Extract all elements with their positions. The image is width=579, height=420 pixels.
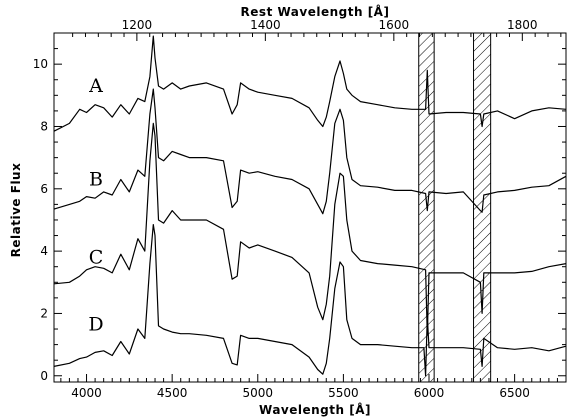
plot-frame xyxy=(53,32,567,383)
spectrum-label-b: B xyxy=(89,169,103,191)
spectrum-label-c: C xyxy=(89,247,104,269)
y-tick-label: 6 xyxy=(40,182,48,196)
x-tick-label: 6500 xyxy=(499,386,530,400)
x-tick-label: 6000 xyxy=(414,386,445,400)
y-tick-label: 0 xyxy=(40,369,48,383)
rest-tick-label: 1200 xyxy=(122,18,153,32)
spectrum-label-a: A xyxy=(88,75,103,97)
y-tick-label: 10 xyxy=(33,57,48,71)
x-tick-label: 4000 xyxy=(71,386,102,400)
rest-tick-label: 1400 xyxy=(250,18,281,32)
rest-axis-title: Rest Wavelength [Å] xyxy=(241,4,390,19)
rest-tick-label: 1800 xyxy=(507,18,538,32)
y-tick-label: 2 xyxy=(40,306,48,320)
spectrum-line-c xyxy=(53,122,567,336)
rest-tick-label: 1600 xyxy=(379,18,410,32)
spectrum-line-a xyxy=(53,35,567,132)
axis-ticks xyxy=(54,32,567,382)
spectrum-line-b xyxy=(53,88,567,215)
spectrum-labels: A B C D xyxy=(88,75,103,335)
y-tick-label: 4 xyxy=(40,244,48,258)
hatched-regions xyxy=(418,32,492,383)
spectrum-line-d xyxy=(53,224,567,377)
x-tick-label: 5500 xyxy=(328,386,359,400)
y-tick-label: 8 xyxy=(40,119,48,133)
x-axis-title: Wavelength [Å] xyxy=(259,402,371,417)
spectra-series xyxy=(53,35,567,377)
spectrum-label-d: D xyxy=(88,314,103,336)
y-axis-title: Relative Flux xyxy=(9,163,23,258)
x-tick-label: 4500 xyxy=(157,386,188,400)
tick-labels: 4000 4500 5000 5500 6000 6500 1200 1400 1600 1800… xyxy=(33,18,538,400)
x-tick-label: 5000 xyxy=(242,386,273,400)
